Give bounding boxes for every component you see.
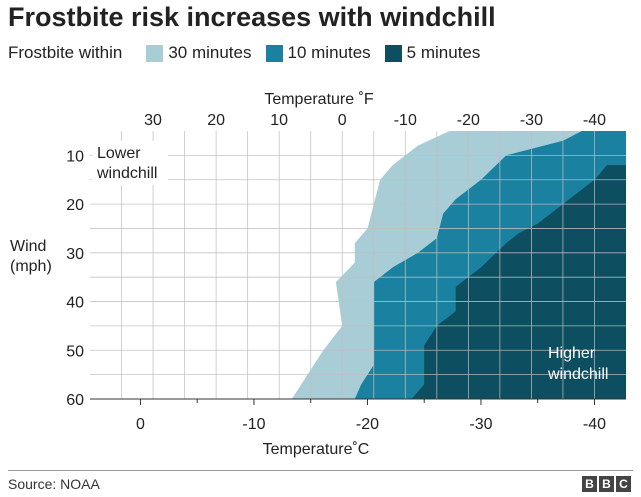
bbc-logo: B B C — [580, 476, 631, 492]
lower-windchill-label: Lower windchill — [96, 145, 157, 182]
y-tick-label: 30 — [66, 246, 84, 263]
x-top-tick-label: -30 — [520, 112, 543, 129]
y-tick-label: 40 — [66, 295, 84, 312]
legend-item-30-minutes: 30 minutes — [146, 43, 252, 63]
x-top-tick-label: 20 — [207, 112, 225, 129]
y-tick-label: 50 — [66, 343, 84, 360]
higher-windchill-label: Higher windchill — [547, 345, 608, 383]
y-axis-label: Wind (mph) — [10, 238, 52, 275]
legend-label-10-minutes: 10 minutes — [287, 43, 371, 62]
legend-lead: Frostbite within — [8, 43, 123, 62]
x-top-tick-label: 0 — [338, 112, 347, 129]
bbc-logo-block-2: B — [599, 476, 614, 492]
x-bottom-tick-label: 0 — [136, 416, 145, 433]
frostbite-chart: 30 20 10 0 -10 -20 -30 -40 Temperature ˚F 10 20 30 4… — [10, 91, 626, 458]
x-bottom-tick-label: -30 — [469, 416, 492, 433]
footer-divider — [8, 470, 633, 471]
chart-title: Frostbite risk increases with windchill — [8, 2, 496, 32]
x-top-axis-label: Temperature ˚F — [264, 91, 374, 108]
x-bottom-tick-label: -10 — [242, 416, 265, 433]
legend-swatch-30-minutes — [146, 44, 164, 62]
x-bottom-tick-label: -20 — [356, 416, 379, 433]
y-tick-label: 60 — [66, 392, 84, 409]
legend-swatch-5-minutes — [384, 44, 402, 62]
x-top-tick-label: 30 — [144, 112, 162, 129]
x-bottom-axis-label: Temperature˚C — [263, 441, 370, 458]
x-bottom-tick-label: -40 — [583, 416, 606, 433]
x-top-tick-label: 10 — [270, 112, 288, 129]
y-tick-label: 10 — [66, 148, 84, 165]
legend: Frostbite within 30 minutes 10 minutes 5… — [8, 42, 494, 64]
legend-label-30-minutes: 30 minutes — [168, 43, 252, 62]
legend-label-5-minutes: 5 minutes — [406, 43, 481, 62]
source-note: Source: NOAA — [8, 476, 100, 492]
x-top-tick-label: -20 — [457, 112, 480, 129]
bbc-logo-block-3: C — [616, 476, 631, 492]
legend-item-5-minutes: 5 minutes — [384, 43, 481, 63]
lower-windchill-backdrop — [92, 141, 168, 185]
legend-swatch-10-minutes — [265, 44, 283, 62]
bbc-logo-block-1: B — [582, 476, 597, 492]
x-top-tick-label: -40 — [583, 112, 606, 129]
area-5-minutes — [411, 165, 626, 399]
legend-item-10-minutes: 10 minutes — [265, 43, 371, 63]
y-tick-label: 20 — [66, 197, 84, 214]
x-top-tick-label: -10 — [394, 112, 417, 129]
